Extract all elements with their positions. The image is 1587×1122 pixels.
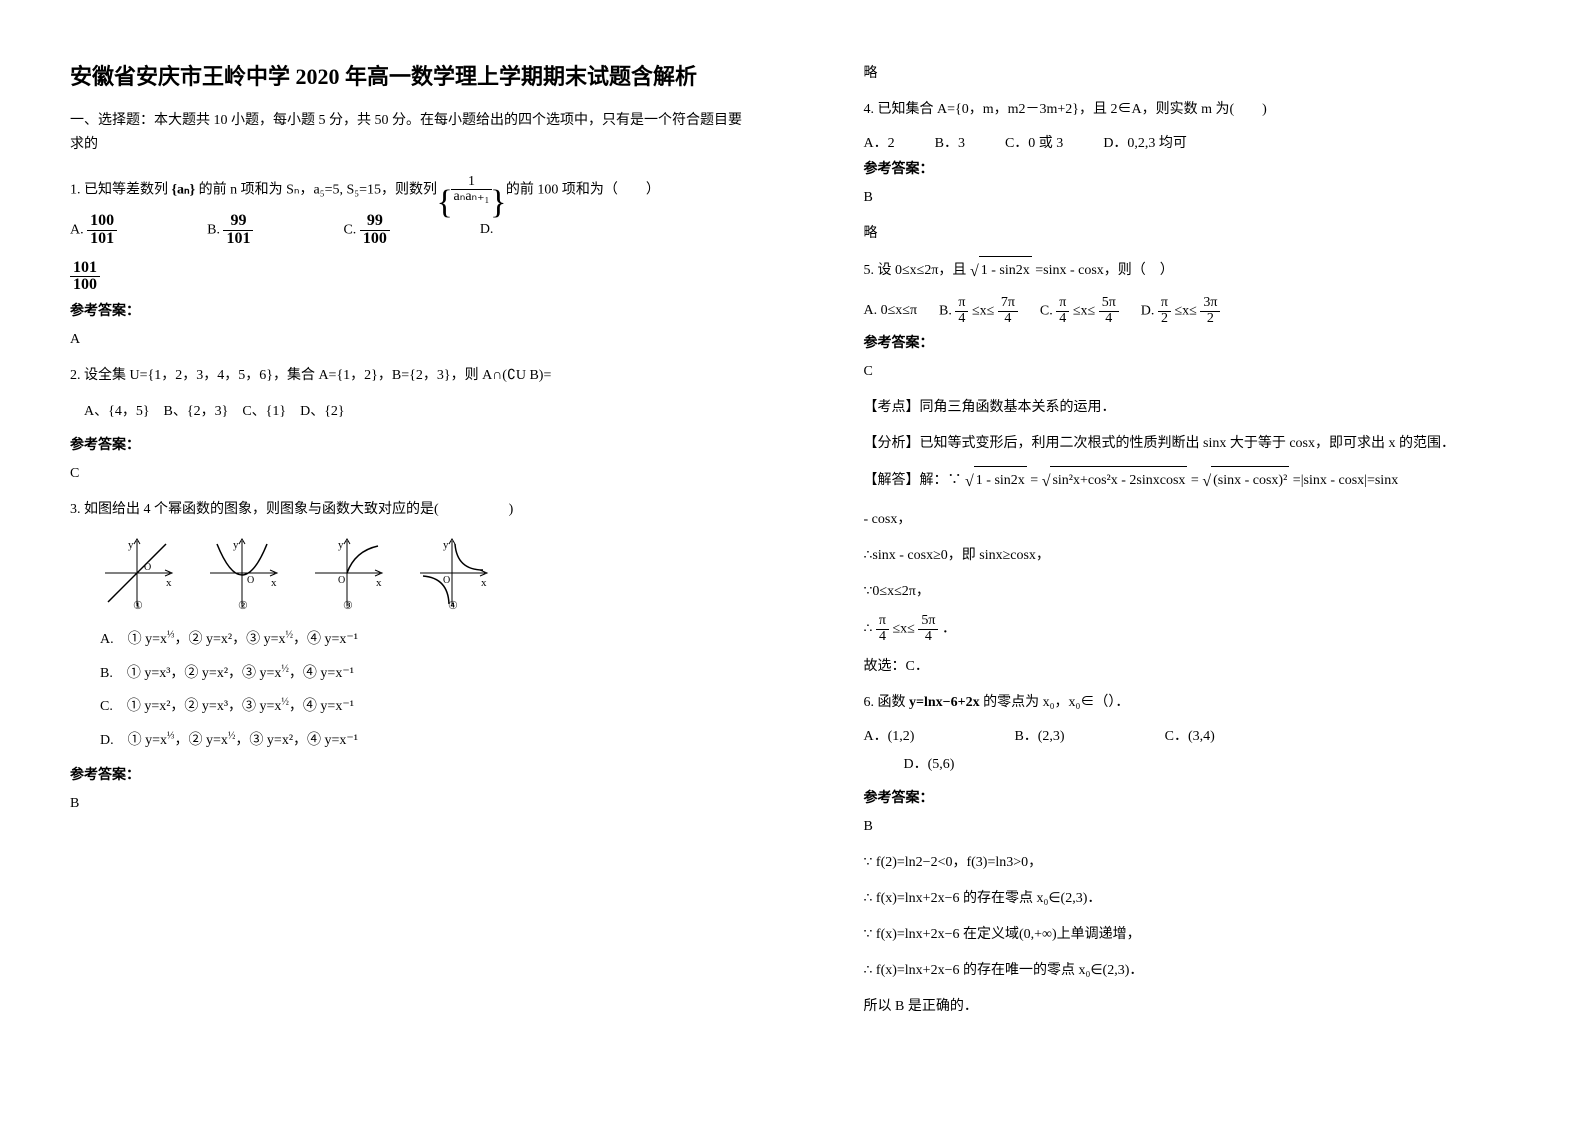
q1-optA: A. 100101 — [70, 213, 117, 248]
q1-options: A. 100101 B. 99101 C. 99100 D. — [70, 213, 744, 248]
q3-optC: C. ① y=x²，② y=x³，③ y=x½，④ y=x⁻¹ — [100, 690, 744, 724]
graph-3-icon: Ox y ③ — [310, 536, 385, 611]
q4-omit: 略 — [864, 220, 1538, 248]
q5-optC: C. π4 ≤x≤ 5π4 — [1040, 296, 1119, 326]
q4-answer: B — [864, 184, 1538, 212]
radical-icon: √ — [970, 263, 979, 280]
q3-answer: B — [70, 790, 744, 818]
q6-options-row1: A．(1,2) B．(2,3) C．(3,4) — [864, 725, 1538, 745]
q6-answer: B — [864, 813, 1538, 841]
q4-optA: A．2 — [864, 132, 895, 152]
q6-l1: ∵ f(2)=ln2−2<0，f(3)=ln3>0， — [864, 849, 1538, 877]
q6-l2: ∴ f(x)=lnx+2x−6 的存在零点 x₀∈(2,3)． — [864, 885, 1538, 913]
graph-2-icon: Ox y ② — [205, 536, 280, 611]
question-4: 4. 已知集合 A={0，m，m2－3m+2}，且 2∈A，则实数 m 为( ) — [864, 96, 1538, 124]
svg-text:y: y — [128, 539, 134, 551]
q1-frac-num: 1 — [451, 175, 493, 191]
left-column: 安徽省安庆市王岭中学 2020 年高一数学理上学期期末试题含解析 一、选择题：本… — [0, 0, 794, 1122]
q5-optB: B. π4 ≤x≤ 7π4 — [939, 296, 1018, 326]
radical-icon: √ — [1202, 473, 1211, 490]
question-3: 3. 如图给出 4 个幂函数的图象，则图象与函数大致对应的是( ) — [70, 496, 744, 524]
q4-options: A．2 B．3 C．0 或 3 D．0,2,3 均可 — [864, 132, 1538, 152]
q6-optA: A．(1,2) — [864, 725, 915, 745]
q2-answer-label: 参考答案： — [70, 434, 744, 454]
q6-l4: ∴ f(x)=lnx+2x−6 的存在唯一的零点 x₀∈(2,3)． — [864, 957, 1538, 985]
svg-text:④: ④ — [448, 600, 458, 611]
q5-jd: 【解答】解：∵ √1 - sin2x = √sin²x+cos²x - 2sin… — [864, 466, 1538, 498]
q3-optB: B. ① y=x³，② y=x²，③ y=x½，④ y=x⁻¹ — [100, 657, 744, 691]
q5-jd-l3: ∴sinx - cosx≥0，即 sinx≥cosx， — [864, 542, 1538, 570]
svg-text:x: x — [166, 577, 172, 589]
q1-optD-frac: 101100 — [70, 260, 744, 295]
svg-text:①: ① — [133, 600, 143, 611]
q6-l3: ∵ f(x)=lnx+2x−6 在定义域(0,+∞)上单调递增， — [864, 921, 1538, 949]
q5-optA: A. 0≤x≤π — [864, 303, 918, 319]
graph-4-icon: Ox y ④ — [415, 536, 490, 611]
q5-options: A. 0≤x≤π B. π4 ≤x≤ 7π4 C. π4 ≤x≤ 5π4 D. … — [864, 296, 1538, 326]
q1-mid1: 的前 n 项和为 Sₙ，a₅=5, S₅=15，则数列 — [199, 182, 441, 197]
q5-jd-l2: - cosx， — [864, 506, 1538, 534]
svg-text:O: O — [144, 562, 151, 573]
svg-text:O: O — [247, 575, 254, 586]
q6-answer-label: 参考答案： — [864, 787, 1538, 807]
right-column: 略 4. 已知集合 A={0，m，m2－3m+2}，且 2∈A，则实数 m 为(… — [794, 0, 1587, 1122]
page-title: 安徽省安庆市王岭中学 2020 年高一数学理上学期期末试题含解析 — [70, 60, 744, 93]
svg-text:y: y — [338, 539, 344, 551]
q5-answer-label: 参考答案： — [864, 332, 1538, 352]
q3-omit: 略 — [864, 60, 1538, 88]
q1-answer-label: 参考答案： — [70, 300, 744, 320]
q3-optA: A. ① y=x⅓，② y=x²，③ y=x½，④ y=x⁻¹ — [100, 623, 744, 657]
q5-jd-l5: ∴ π4 ≤x≤ 5π4 ． — [864, 614, 1538, 644]
question-1: 1. 已知等差数列 {aₙ} 的前 n 项和为 Sₙ，a₅=5, S₅=15，则… — [70, 175, 744, 205]
q4-optD: D．0,2,3 均可 — [1103, 132, 1187, 152]
q6-l5: 所以 B 是正确的． — [864, 993, 1538, 1021]
svg-text:②: ② — [238, 600, 248, 611]
q5-answer: C — [864, 358, 1538, 386]
graph-1-icon: Ox y ① — [100, 536, 175, 611]
q5-optD: D. π2 ≤x≤ 3π2 — [1141, 296, 1221, 326]
radical-icon: √ — [1042, 473, 1051, 490]
q1-mid2: 的前 100 项和为（ ） — [506, 182, 660, 197]
svg-text:x: x — [481, 577, 487, 589]
q1-optB: B. 99101 — [207, 213, 253, 248]
q4-optC: C．0 或 3 — [1005, 132, 1063, 152]
q6-optB: B．(2,3) — [1014, 725, 1064, 745]
q4-answer-label: 参考答案： — [864, 158, 1538, 178]
q1-seq: {aₙ} — [172, 182, 196, 197]
q1-fraction-braced: 1 aₙaₙ₊₁ — [441, 175, 503, 205]
q1-answer: A — [70, 326, 744, 354]
radical-icon: √ — [965, 473, 974, 490]
svg-text:③: ③ — [343, 600, 353, 611]
q2-answer: C — [70, 460, 744, 488]
q2-options: A、{4，5} B、{2，3} C、{1} D、{2} — [84, 398, 744, 426]
q1-frac-den: aₙaₙ₊₁ — [451, 190, 493, 205]
q1-optC: C. 99100 — [343, 213, 389, 248]
question-5: 5. 设 0≤x≤2π，且 √1 - sin2x =sinx - cosx，则（… — [864, 256, 1538, 288]
q1-pre: 1. 已知等差数列 — [70, 182, 172, 197]
q5-fx: 【分析】已知等式变形后，利用二次根式的性质判断出 sinx 大于等于 cosx，… — [864, 430, 1538, 458]
q6-optD: D．(5,6) — [904, 751, 1538, 779]
q5-jd-l6: 故选：C． — [864, 653, 1538, 681]
q4-optB: B．3 — [935, 132, 965, 152]
question-6: 6. 函数 y=lnx−6+2x 的零点为 x₀，x₀∈（）． — [864, 689, 1538, 717]
svg-text:x: x — [271, 577, 277, 589]
q6-optC: C．(3,4) — [1165, 725, 1215, 745]
q5-kd: 【考点】同角三角函数基本关系的运用． — [864, 394, 1538, 422]
svg-text:y: y — [233, 539, 239, 551]
q5-jd-l4: ∵0≤x≤2π， — [864, 578, 1538, 606]
svg-text:O: O — [338, 575, 345, 586]
q3-answer-label: 参考答案： — [70, 764, 744, 784]
question-2: 2. 设全集 U={1，2，3，4，5，6}，集合 A={1，2}，B={2，3… — [70, 362, 744, 390]
svg-text:x: x — [376, 577, 382, 589]
svg-text:y: y — [443, 539, 449, 551]
svg-text:O: O — [443, 575, 450, 586]
section-heading: 一、选择题：本大题共 10 小题，每小题 5 分，共 50 分。在每小题给出的四… — [70, 109, 744, 157]
q3-graphs: Ox y ① Ox y ② Ox y ③ Ox y ④ — [100, 536, 744, 611]
q3-optD: D. ① y=x⅓，② y=x½，③ y=x²，④ y=x⁻¹ — [100, 724, 744, 758]
